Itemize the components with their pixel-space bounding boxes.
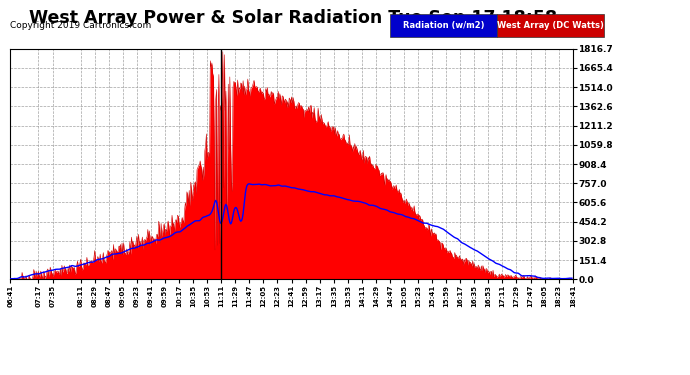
- Text: Radiation (w/m2): Radiation (w/m2): [402, 21, 484, 30]
- Text: West Array (DC Watts): West Array (DC Watts): [497, 21, 604, 30]
- Text: Copyright 2019 Cartronics.com: Copyright 2019 Cartronics.com: [10, 21, 152, 30]
- Text: West Array Power & Solar Radiation Tue Sep 17 18:58: West Array Power & Solar Radiation Tue S…: [29, 9, 558, 27]
